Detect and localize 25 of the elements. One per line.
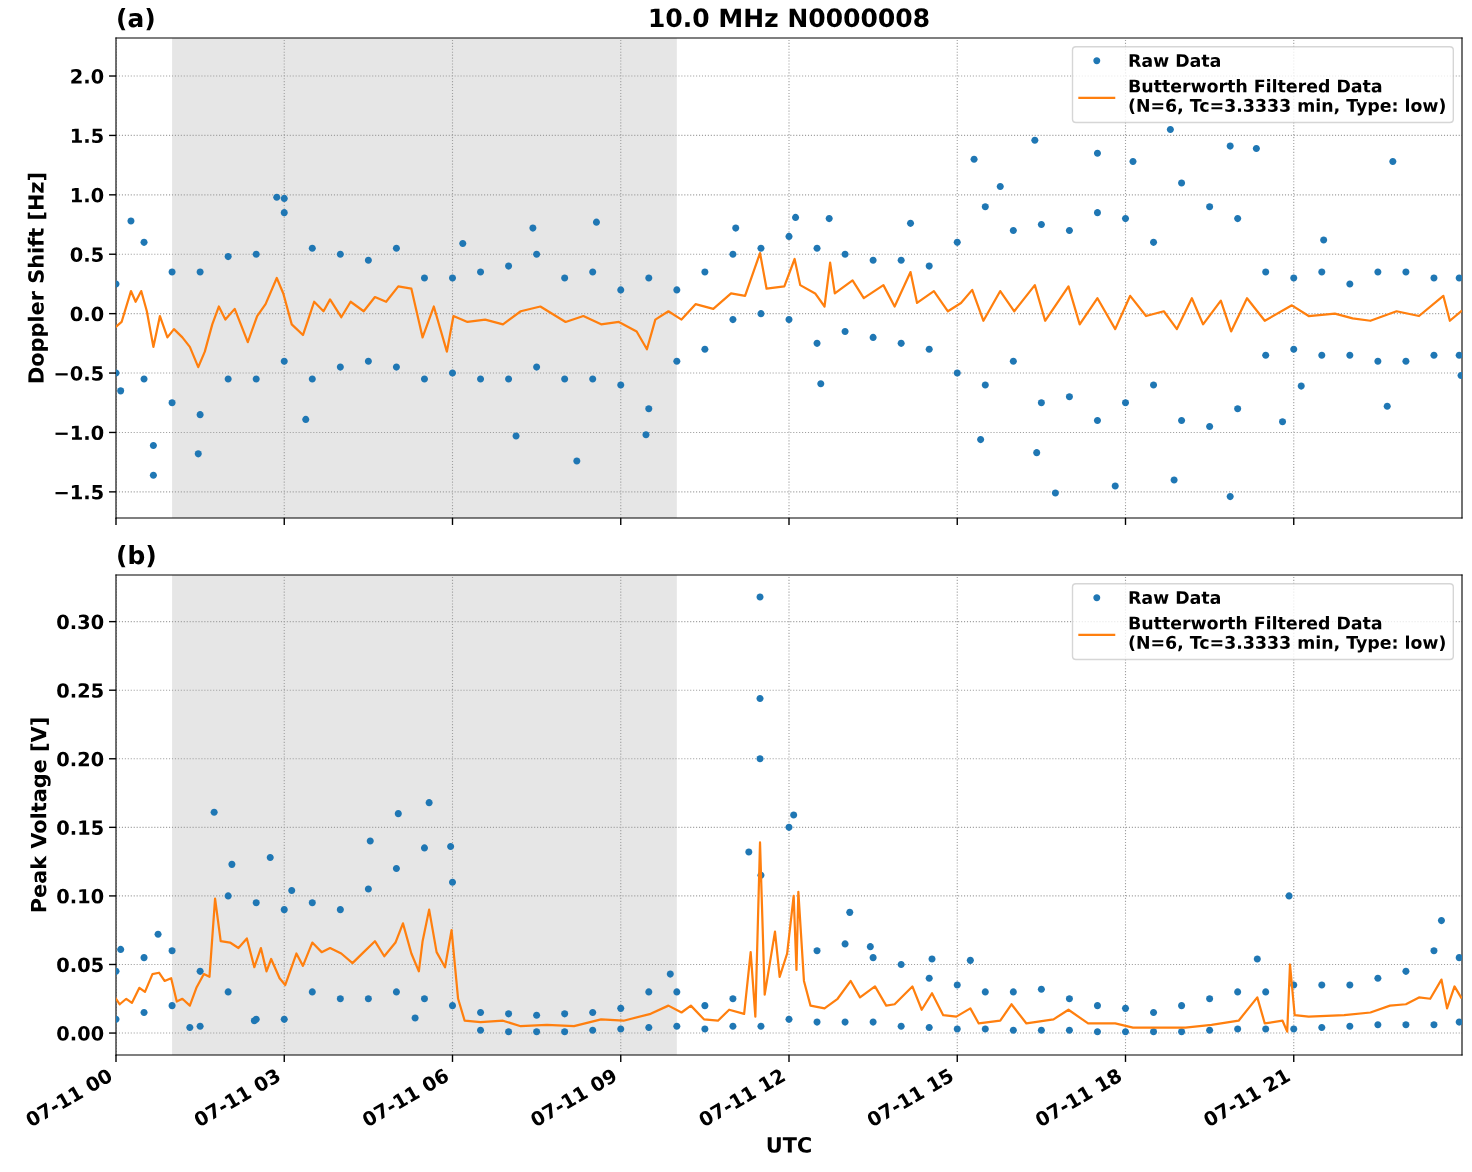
y-tick-label: 0.15 <box>57 820 103 836</box>
y-tick-label: 0.20 <box>57 751 104 767</box>
text: (b) <box>118 545 155 568</box>
legend-label: Raw Data <box>1129 54 1220 68</box>
y-tick-label: −1.0 <box>55 425 104 441</box>
legend-label: Butterworth Filtered Data (N=6, Tc=3.3333 min, Type: low) <box>1129 616 1445 653</box>
y-tick-label: 0.0 <box>70 306 104 322</box>
y-tick-label: 0.25 <box>57 683 103 698</box>
y-tick-label: −1.5 <box>55 485 103 500</box>
y-tick-label: 0.30 <box>57 614 104 630</box>
y-axis-title: Doppler Shift [Hz] <box>27 173 48 383</box>
y-tick-label: 1.0 <box>71 187 104 203</box>
legend-label: Raw Data <box>1129 591 1220 605</box>
chart-title: 10.0 MHz N0000008 <box>650 8 929 28</box>
y-tick-label: 0.00 <box>57 1026 104 1041</box>
y-tick-label: 0.5 <box>70 247 103 262</box>
y-tick-label: 0.05 <box>57 957 103 973</box>
y-tick-label: −0.5 <box>55 366 103 381</box>
x-axis-title: UTC <box>767 1137 811 1153</box>
text: (a) <box>118 8 154 31</box>
y-tick-label: 1.5 <box>71 128 103 144</box>
y-tick-label: 0.10 <box>57 888 104 904</box>
y-axis-title: Peak Voltage [V] <box>30 718 51 912</box>
legend-label: Butterworth Filtered Data (N=6, Tc=3.3333 min, Type: low) <box>1129 79 1445 116</box>
y-tick-label: 2.0 <box>71 68 104 84</box>
